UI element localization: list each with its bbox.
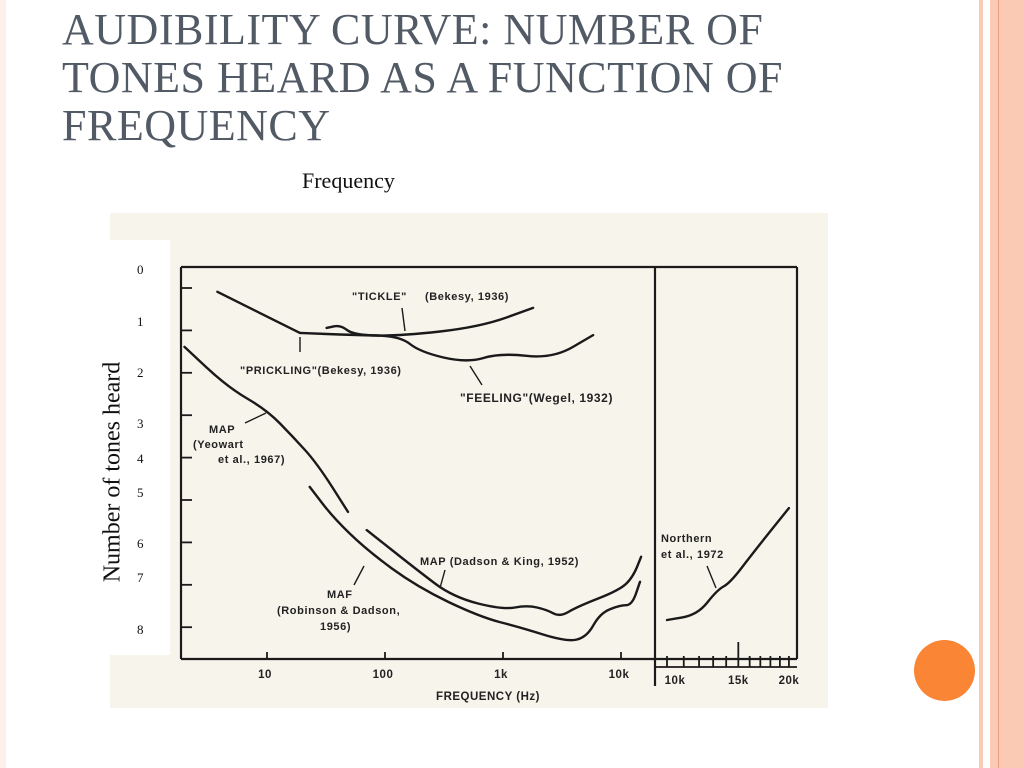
inset-x-tick-label: 15k (728, 675, 749, 687)
annotation-maf: (Robinson & Dadson, (277, 605, 400, 617)
y-tick-label: 1 (137, 314, 144, 329)
tone-number-column (110, 240, 170, 655)
series-line-3 (183, 345, 350, 514)
x-tick-label: 10 (258, 669, 272, 681)
right-border-stripe (990, 0, 1024, 768)
maf-arrow (353, 565, 365, 586)
y-tick-label: 2 (137, 365, 144, 380)
inset-x-tick-label: 10k (665, 675, 686, 687)
inset-x-tick-label: 20k (779, 675, 800, 687)
annotation-tickle-source: (Bekesy, 1936) (425, 291, 509, 303)
y-tick-label: 0 (137, 262, 144, 277)
frequency-label: Frequency (302, 168, 395, 193)
y-tick-label: 3 (137, 416, 144, 431)
northern-arrow (706, 565, 717, 589)
series-line-4 (308, 485, 642, 642)
annotation-map-dadson: MAP (Dadson & King, 1952) (420, 556, 579, 568)
x-axis-label: FREQUENCY (Hz) (436, 691, 540, 703)
annotation-arrows (244, 307, 717, 589)
series-line-1 (298, 306, 535, 337)
y-tick-label: 8 (137, 622, 144, 637)
annotation-prickling: "PRICKLING"(Bekesy, 1936) (240, 365, 402, 377)
map-dadson-arrow (439, 569, 446, 589)
series-line-6 (665, 506, 791, 622)
chart-figure (110, 213, 828, 708)
annotation-feeling: "FEELING"(Wegel, 1932) (460, 391, 613, 405)
y-tick-label: 4 (137, 451, 144, 466)
annotation-maf: MAF (327, 589, 353, 601)
annotation-map-yeowart: (Yeowart (193, 439, 244, 451)
annotation-map-yeowart: MAP (209, 424, 235, 436)
series-line-0 (216, 290, 302, 335)
annotation-northern: et al., 1972 (661, 549, 724, 561)
annotation-northern: Northern (661, 533, 712, 545)
map-yeowart-arrow (244, 412, 267, 424)
y-tick-label: 6 (137, 536, 144, 551)
decorative-orange-circle (914, 640, 975, 701)
annotation-tickle: "TICKLE" (352, 291, 407, 303)
annotation-map-yeowart: et al., 1967) (218, 454, 285, 466)
series-line-2 (325, 324, 595, 362)
y-tick-label: 5 (137, 485, 144, 500)
x-tick-label: 100 (373, 669, 394, 681)
x-tick-label: 1k (494, 669, 508, 681)
right-border-stripe-thin (979, 0, 983, 768)
left-border-stripe (0, 0, 6, 768)
tickle-arrow (401, 307, 406, 332)
annotation-maf: 1956) (320, 621, 351, 633)
series-line-5 (365, 528, 643, 617)
x-tick-label: 10k (609, 669, 630, 681)
slide-title: AUDIBILITY CURVE: NUMBER OF TONES HEARD … (62, 5, 783, 150)
feeling-arrow (469, 365, 483, 386)
right-border-line (998, 0, 999, 768)
y-tick-label: 7 (137, 570, 144, 585)
